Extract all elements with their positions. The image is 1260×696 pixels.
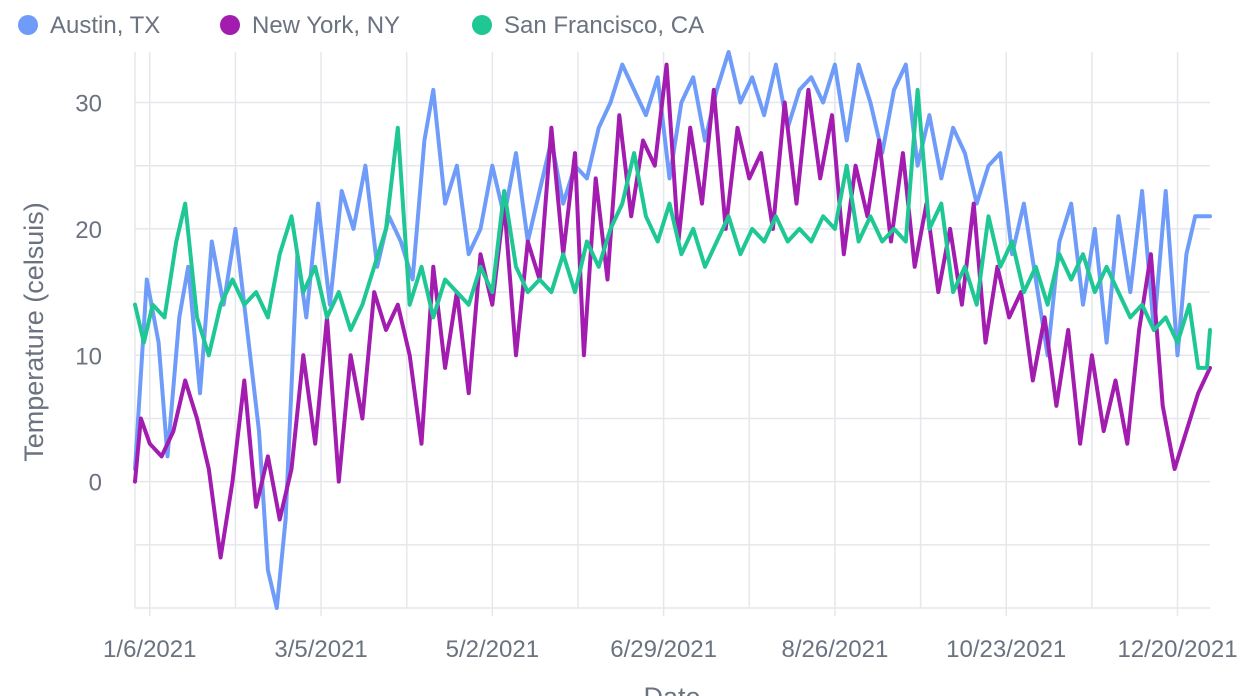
- legend-item[interactable]: San Francisco, CA: [472, 12, 704, 39]
- legend-marker-icon: [220, 15, 240, 35]
- legend-marker-icon: [18, 15, 38, 35]
- legend-label: San Francisco, CA: [504, 12, 704, 39]
- legend-item[interactable]: Austin, TX: [18, 12, 160, 39]
- y-tick-label: 10: [75, 343, 102, 370]
- x-tick-label: 12/20/2021: [1117, 636, 1237, 663]
- x-axis-title: Date: [643, 682, 700, 696]
- y-axis-title: Temperature (celsuis): [19, 202, 49, 462]
- x-tick-label: 1/6/2021: [103, 636, 196, 663]
- legend-label: Austin, TX: [50, 12, 160, 39]
- x-axis-ticks: 1/6/2021 3/5/2021 5/2/2021 6/29/2021 8/26/20…: [103, 608, 1238, 663]
- x-tick-label: 5/2/2021: [446, 636, 539, 663]
- y-tick-label: 0: [89, 470, 102, 497]
- series-line: [133, 87, 1212, 370]
- x-tick-label: 10/23/2021: [946, 636, 1066, 663]
- y-tick-label: 20: [75, 217, 102, 244]
- legend-label: New York, NY: [252, 12, 400, 39]
- x-tick-label: 3/5/2021: [274, 636, 367, 663]
- y-axis-ticks: 0 10 20 30: [75, 91, 102, 497]
- legend: Austin, TX New York, NY San Francisco, CA: [18, 12, 704, 39]
- plot-area: [133, 50, 1212, 610]
- series-line: [133, 62, 1212, 560]
- y-tick-label: 30: [75, 91, 102, 118]
- legend-item[interactable]: New York, NY: [220, 12, 400, 39]
- legend-marker-icon: [472, 15, 492, 35]
- x-tick-label: 6/29/2021: [610, 636, 717, 663]
- x-tick-label: 8/26/2021: [782, 636, 889, 663]
